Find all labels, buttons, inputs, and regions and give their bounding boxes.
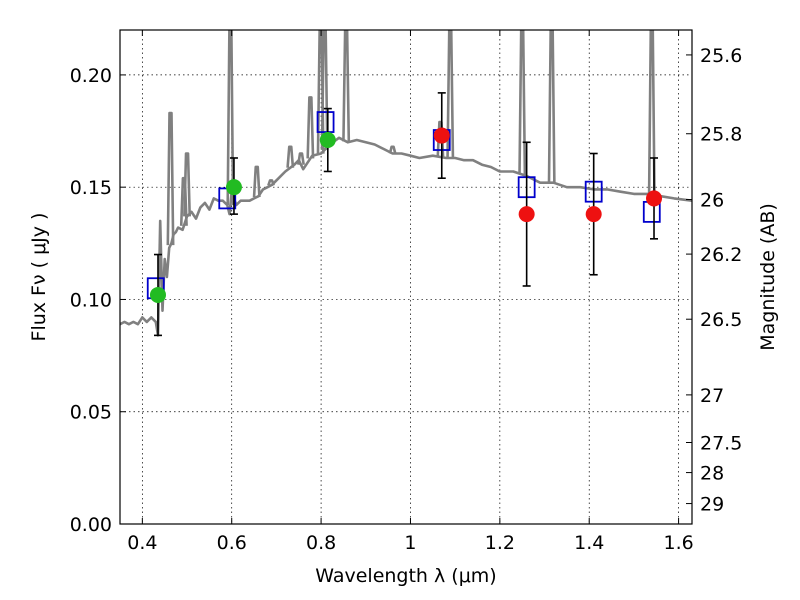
x-tick-label: 0.4: [127, 532, 157, 554]
y-tick-label: 0.00: [70, 514, 112, 536]
green-data-point: [225, 179, 242, 196]
emission-line: [518, 30, 527, 175]
right-tick-label: 29: [700, 494, 724, 516]
y-tick-label: 0.05: [70, 402, 112, 424]
spectrum-line: [120, 136, 692, 337]
right-tick-label: 28: [700, 463, 724, 485]
x-tick-label: 1: [404, 532, 416, 554]
photometry-markers: [146, 92, 663, 337]
x-axis-label: Wavelength λ (μm): [315, 565, 496, 587]
y-tick-label: 0.10: [70, 289, 112, 311]
emission-line: [547, 30, 556, 183]
emission-line: [647, 30, 656, 195]
emission-line: [183, 152, 192, 217]
right-tick-label: 27.5: [700, 432, 742, 454]
emission-line: [166, 111, 175, 246]
green-data-point: [149, 286, 166, 303]
emission-line: [252, 165, 261, 198]
emission-line: [388, 145, 397, 154]
green-data-point: [319, 132, 336, 149]
y-axis-label: Flux Fν ( μJy ): [28, 213, 50, 342]
emission-line: [342, 30, 351, 142]
right-tick-label: 26.2: [700, 244, 742, 266]
right-tick-label: 27: [700, 385, 724, 407]
red-data-point: [518, 206, 535, 223]
emission-line: [320, 30, 329, 150]
template-spectrum: [120, 30, 692, 337]
right-tick-label: 26: [700, 190, 724, 212]
right-tick-label: 25.6: [700, 45, 742, 67]
y-axis-right-label: Magnitude (AB): [757, 203, 779, 351]
red-data-point: [585, 206, 602, 223]
x-tick-label: 0.8: [306, 532, 336, 554]
plot-frame: [119, 29, 693, 525]
emission-line: [306, 96, 315, 159]
model-square-marker: [316, 111, 335, 133]
right-tick-label: 25.8: [700, 124, 742, 146]
red-data-point: [433, 127, 450, 144]
emission-line: [446, 30, 455, 159]
axis-ticks: 0.4 0.6 0.8 1 1.2 1.4 1.6 0.00 0.05 0.10 0.15 0.20 2…: [70, 30, 742, 554]
emission-line: [267, 179, 275, 186]
right-tick-label: 26.5: [700, 309, 742, 331]
x-axis-label-group: Wavelength λ (μm): [315, 565, 496, 587]
x-tick-label: 1.6: [663, 532, 693, 554]
y-tick-label: 0.20: [70, 65, 112, 87]
x-tick-label: 1.2: [485, 532, 515, 554]
red-data-point: [646, 190, 663, 207]
emission-line: [297, 152, 305, 165]
emission-line: [286, 145, 295, 168]
y-tick-label: 0.15: [70, 177, 112, 199]
x-tick-label: 0.6: [217, 532, 247, 554]
emission-line: [226, 30, 235, 206]
x-tick-label: 1.4: [574, 532, 604, 554]
